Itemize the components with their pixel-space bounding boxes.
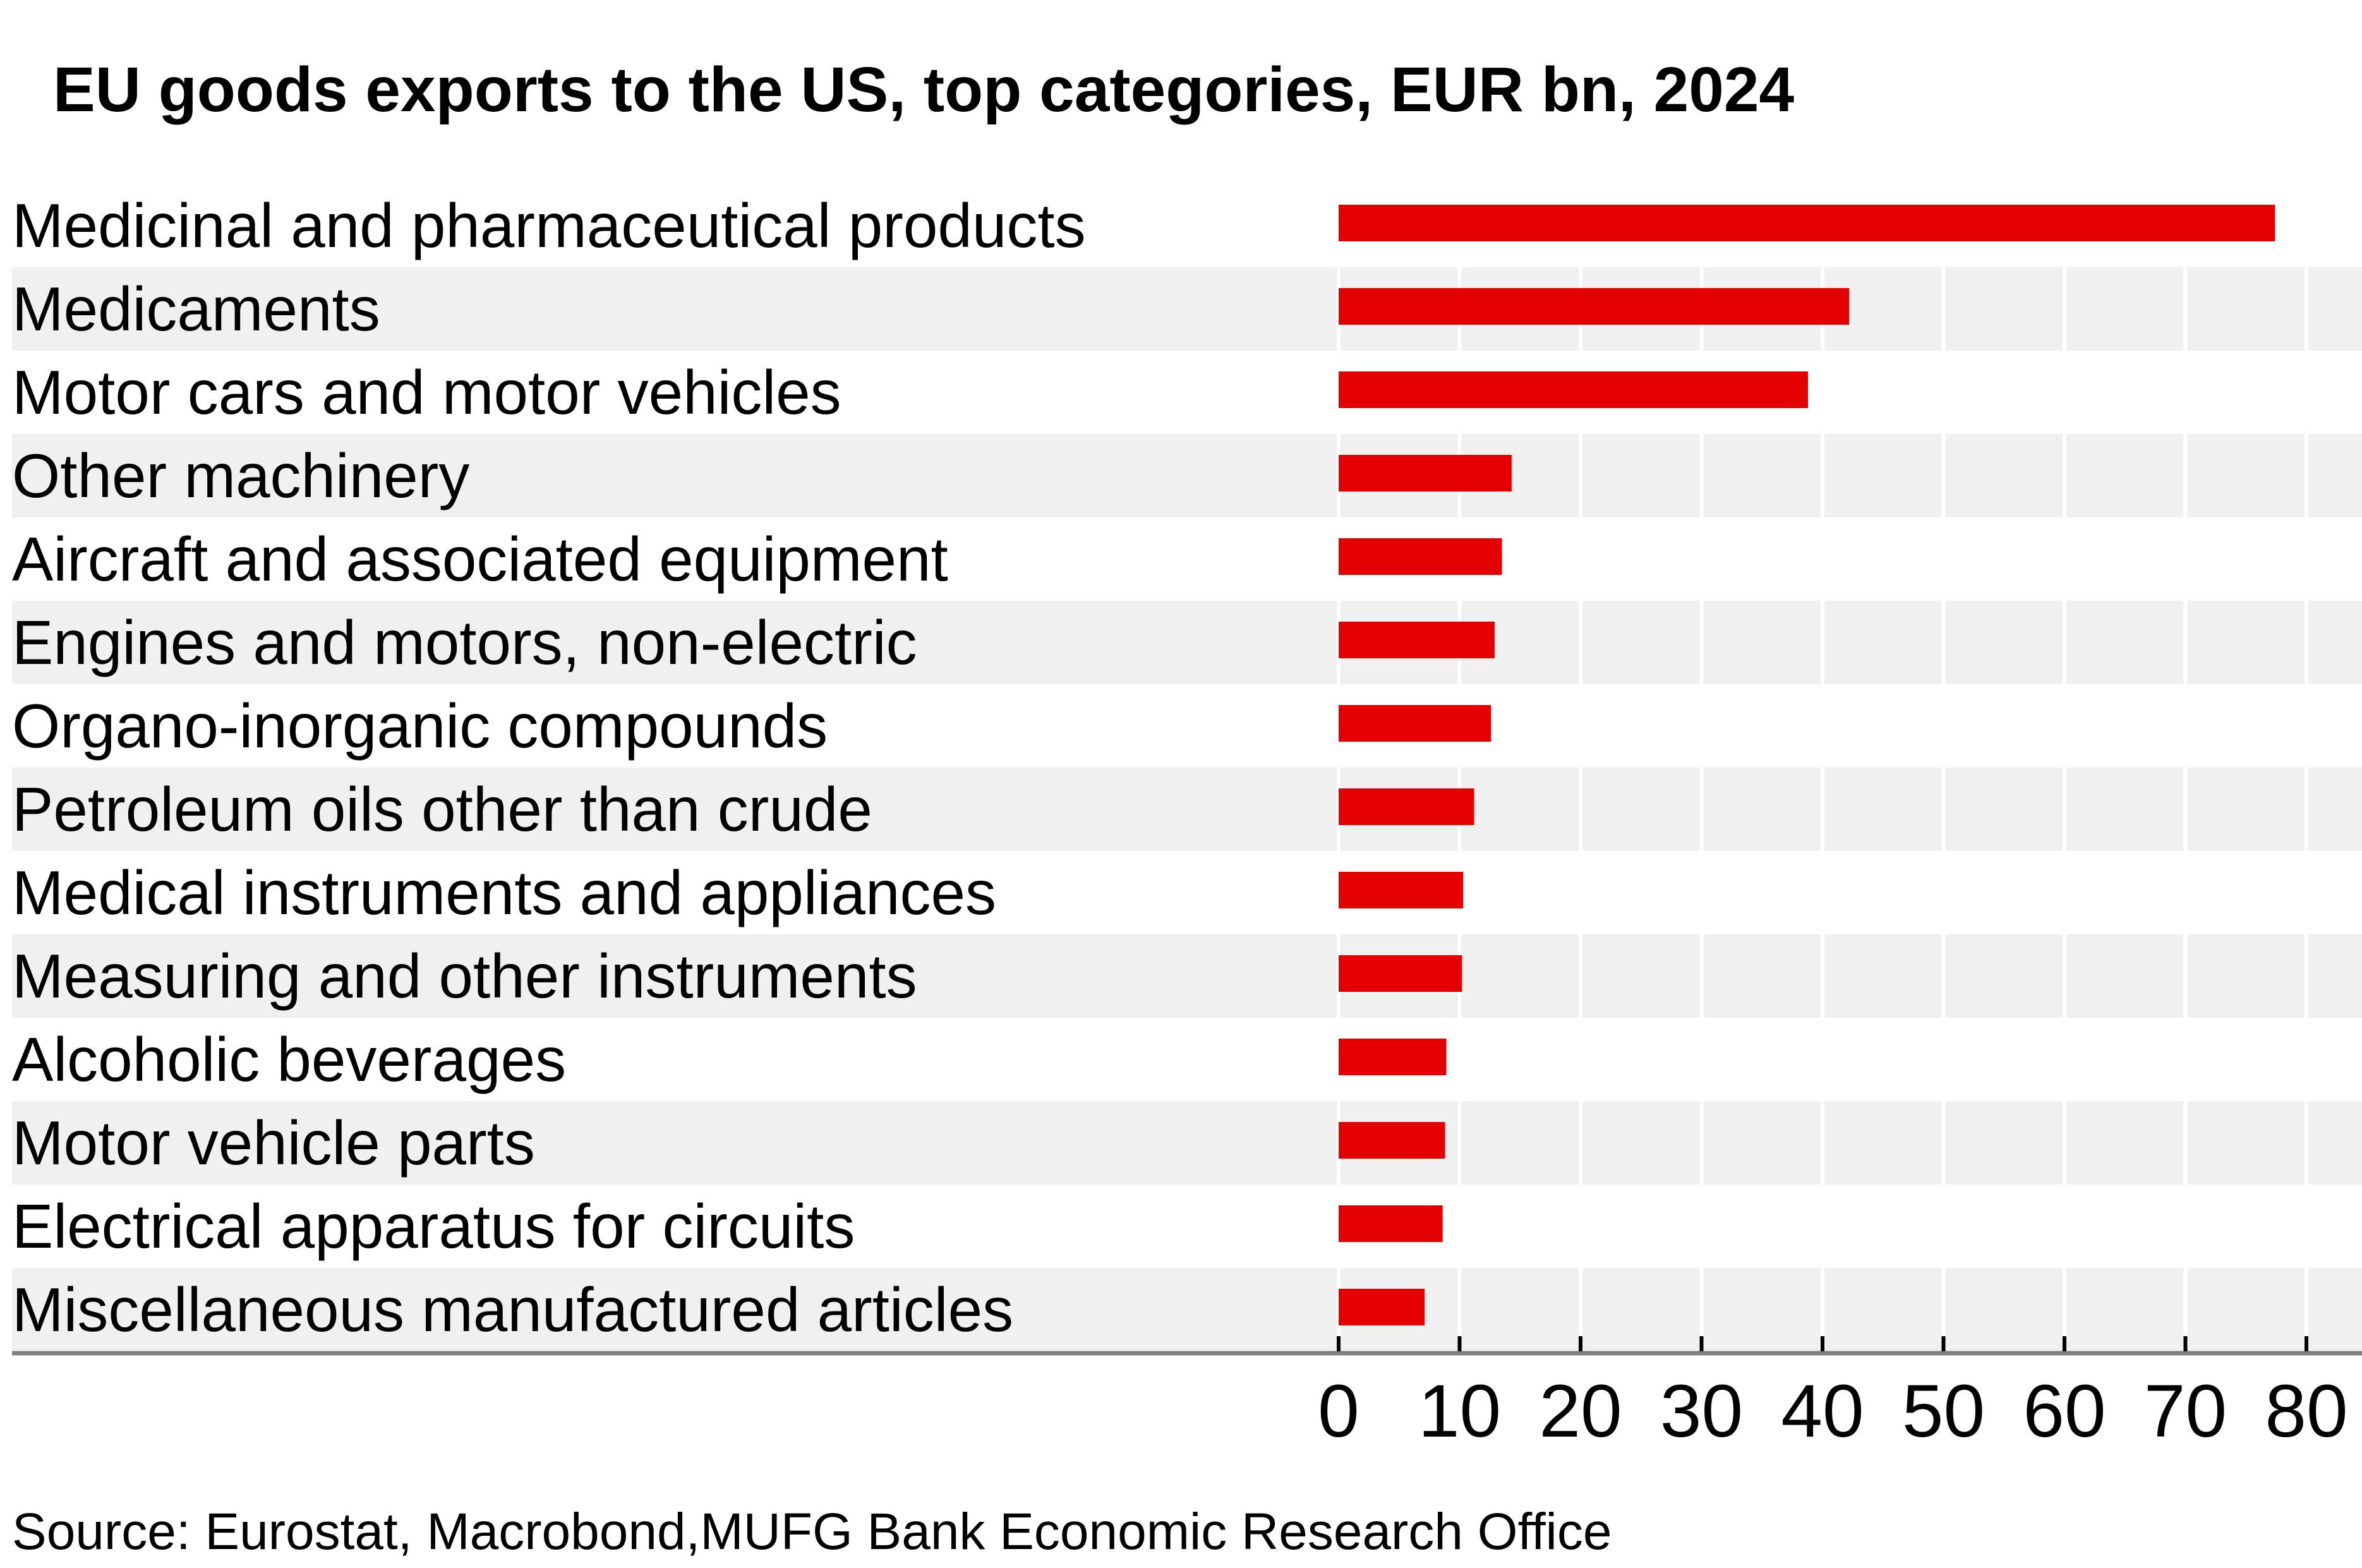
bar bbox=[1339, 622, 1495, 658]
bar bbox=[1339, 455, 1512, 492]
bar bbox=[1339, 1289, 1425, 1325]
category-label: Miscellaneous manufactured articles bbox=[12, 1275, 1013, 1344]
category-label: Motor vehicle parts bbox=[12, 1108, 535, 1178]
bar bbox=[1339, 872, 1464, 908]
x-tick-label: 20 bbox=[1539, 1370, 1622, 1453]
category-label: Measuring and other instruments bbox=[12, 941, 917, 1011]
row-bands bbox=[12, 267, 2362, 1351]
bar bbox=[1339, 955, 1462, 992]
x-tick-label: 70 bbox=[2144, 1370, 2227, 1453]
category-label: Engines and motors, non-electric bbox=[12, 608, 917, 677]
row-band bbox=[12, 434, 2362, 517]
bars bbox=[1339, 205, 2275, 1325]
category-label: Aircraft and associated equipment bbox=[12, 524, 948, 594]
x-tick-label: 0 bbox=[1318, 1370, 1359, 1453]
row-band bbox=[12, 267, 2362, 351]
x-tick-label: 30 bbox=[1660, 1370, 1743, 1453]
bar bbox=[1339, 1122, 1445, 1159]
x-axis: 0 10 20 30 40 50 60 70 80 bbox=[12, 1336, 2362, 1453]
category-label: Medicaments bbox=[12, 274, 380, 344]
x-tick-label: 40 bbox=[1781, 1370, 1864, 1453]
bar bbox=[1339, 205, 2275, 241]
category-label: Other machinery bbox=[12, 441, 469, 510]
row-band bbox=[12, 934, 2362, 1018]
category-label: Organo-inorganic compounds bbox=[12, 691, 828, 761]
bar bbox=[1339, 371, 1809, 408]
category-label: Motor cars and motor vehicles bbox=[12, 358, 841, 427]
category-label: Medical instruments and appliances bbox=[12, 858, 996, 927]
x-tick-label: 50 bbox=[1902, 1370, 1985, 1453]
category-label: Alcoholic beverages bbox=[12, 1025, 566, 1094]
bar bbox=[1339, 788, 1474, 825]
category-label: Medicinal and pharmaceutical products bbox=[12, 191, 1086, 260]
category-labels: Medicinal and pharmaceutical products Med… bbox=[12, 191, 1086, 1344]
bar bbox=[1339, 1039, 1447, 1075]
category-label: Electrical apparatus for circuits bbox=[12, 1191, 855, 1261]
x-tick-label: 10 bbox=[1418, 1370, 1501, 1453]
row-band bbox=[12, 768, 2362, 851]
bar bbox=[1339, 705, 1491, 742]
category-label: Petroleum oils other than crude bbox=[12, 775, 872, 844]
x-tick-label: 60 bbox=[2023, 1370, 2106, 1453]
source-note: Source: Eurostat, Macrobond,MUFG Bank Ec… bbox=[12, 1503, 1612, 1560]
row-band bbox=[12, 601, 2362, 684]
row-band bbox=[12, 1268, 2362, 1351]
bar bbox=[1339, 1205, 1443, 1242]
row-band bbox=[12, 1101, 2362, 1185]
bar bbox=[1339, 538, 1502, 575]
bar bbox=[1339, 288, 1850, 325]
chart-title: EU goods exports to the US, top categori… bbox=[53, 54, 1795, 125]
x-tick-label: 80 bbox=[2265, 1370, 2347, 1453]
